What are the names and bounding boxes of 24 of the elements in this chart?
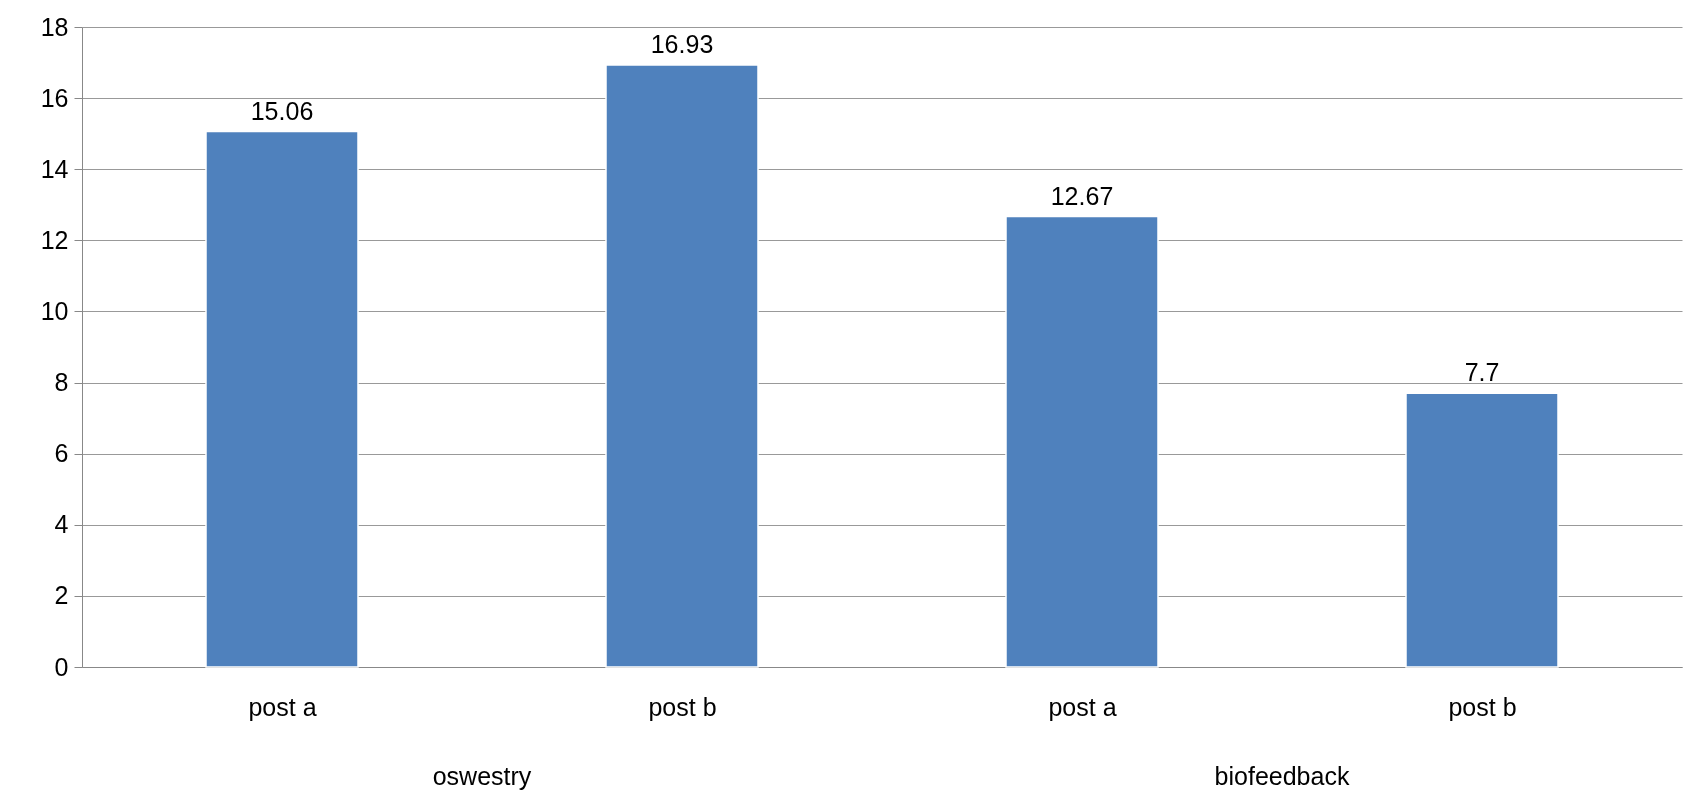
data-label: 16.93 xyxy=(650,30,714,59)
y-tick-label: 0 xyxy=(54,652,69,681)
y-tick-label: 10 xyxy=(40,296,69,325)
text: biofeedback xyxy=(1214,762,1350,790)
y-tick-label: 14 xyxy=(40,154,69,183)
data-label: 7.7 xyxy=(1464,358,1500,387)
bar xyxy=(1405,392,1559,668)
x-tick-label: post a xyxy=(1048,692,1117,721)
bar xyxy=(605,64,759,668)
y-tick-label: 8 xyxy=(54,368,69,397)
y-tick-label: 6 xyxy=(54,439,69,468)
data-label: 12.67 xyxy=(1050,181,1114,210)
text: oswestry xyxy=(432,762,532,790)
data-label: 15.06 xyxy=(250,96,314,125)
bar xyxy=(205,130,359,668)
y-tick-label: 4 xyxy=(54,510,69,539)
y-tick-label: 2 xyxy=(54,581,69,610)
y-tick-label: 18 xyxy=(40,12,69,41)
x-tick-label: post b xyxy=(1448,692,1517,721)
y-tick-label: 16 xyxy=(40,83,69,112)
x-tick-label: post a xyxy=(248,692,317,721)
x-tick-label: post b xyxy=(648,692,717,721)
bar xyxy=(1005,215,1159,668)
y-tick-label: 12 xyxy=(40,225,69,254)
